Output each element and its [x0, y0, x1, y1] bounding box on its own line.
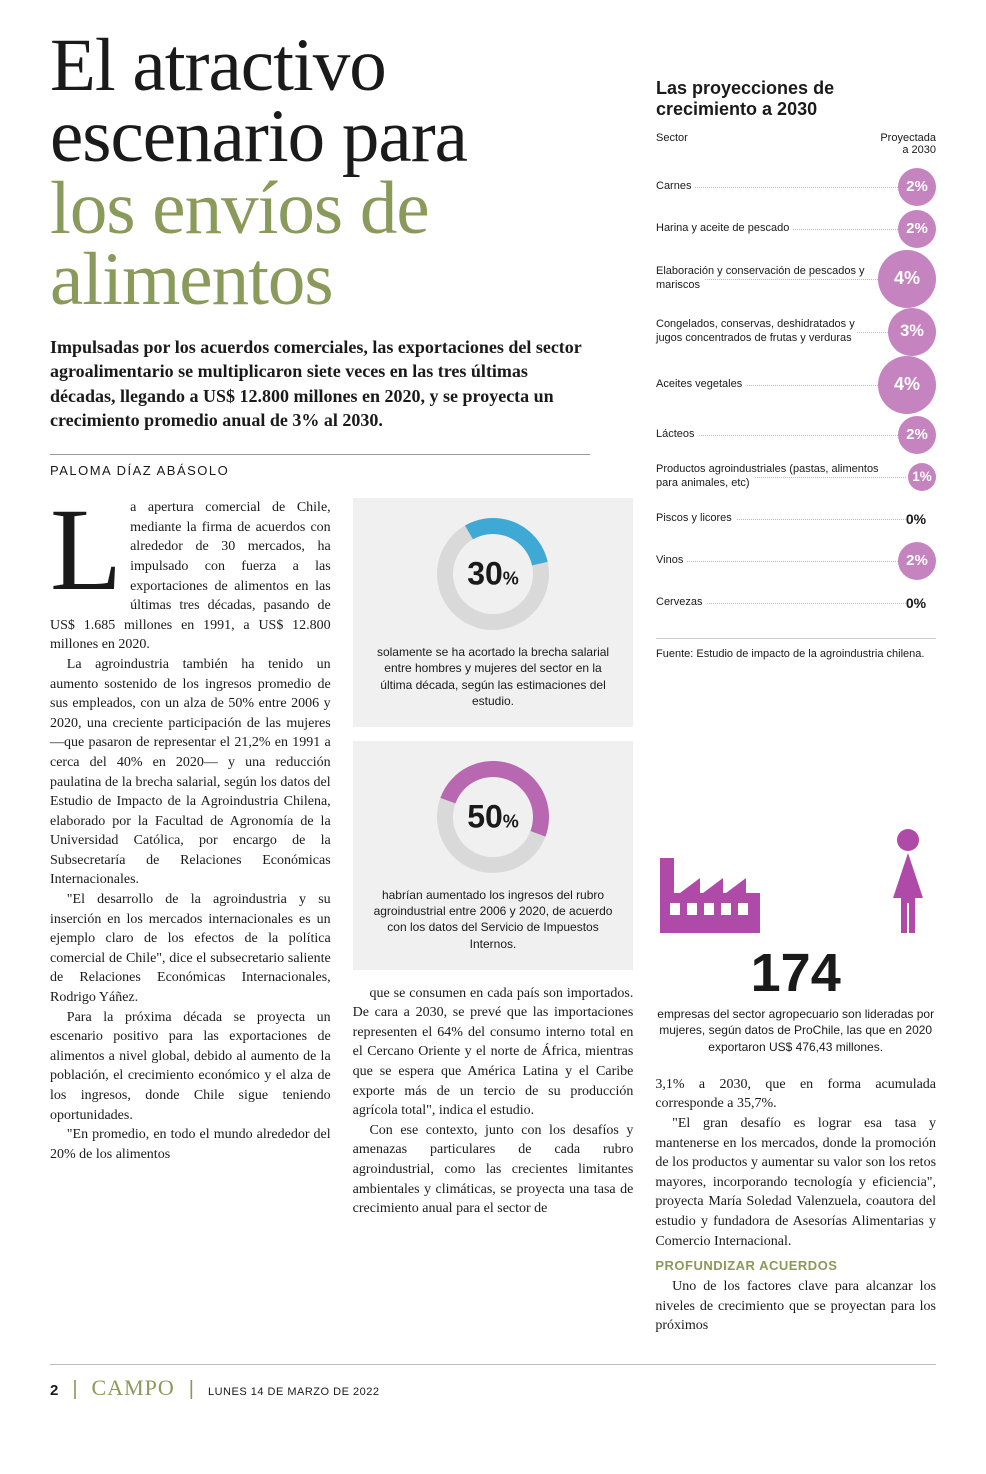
chart-row: Cervezas0% [656, 582, 936, 624]
chart-row-label: Cervezas [656, 596, 896, 609]
chart-bubble: 2% [898, 168, 936, 206]
chart-row: Carnes2% [656, 166, 936, 208]
chart-bubble: 4% [878, 250, 936, 308]
woman-icon [881, 828, 936, 938]
stat-174-caption: empresas del sector agropecuario son lid… [655, 1006, 936, 1055]
stat-caption: solamente se ha acortado la brecha salar… [371, 644, 616, 709]
body-paragraph: Para la próxima década se proyecta un es… [50, 1008, 331, 1126]
footer-brand: CAMPO [92, 1375, 175, 1401]
page-footer: 2 | CAMPO | LUNES 14 DE MARZO DE 2022 [50, 1364, 936, 1401]
chart-row-value: 0% [896, 511, 936, 527]
chart-row: Vinos2% [656, 540, 936, 582]
footer-date: LUNES 14 DE MARZO DE 2022 [208, 1386, 379, 1398]
body-paragraph: Con ese contexto, junto con los desafíos… [353, 1121, 634, 1219]
chart-bubble: 2% [898, 416, 936, 454]
body-paragraph: "El gran desafío es lograr esa tasa y ma… [655, 1114, 936, 1251]
chart-title: Las proyecciones de crecimiento a 2030 [656, 78, 936, 119]
growth-projections-chart: Las proyecciones de crecimiento a 2030 S… [656, 78, 936, 661]
factory-icon [655, 848, 765, 938]
chart-row: Lácteos2% [656, 414, 936, 456]
chart-col-right: Proyectada a 2030 [880, 132, 936, 156]
body-column-1: La apertura comercial de Chile, mediante… [50, 498, 331, 1336]
body-paragraph: que se consumen en cada país son importa… [353, 984, 634, 1121]
donut-value: 50% [467, 795, 519, 840]
body-paragraph: "El desarrollo de la agroindustria y su … [50, 890, 331, 1008]
donut-chart-50: 50% [433, 757, 553, 877]
stat-box-50: 50% habrían aumentado los ingresos del r… [353, 741, 634, 970]
stat-caption: habrían aumentado los ingresos del rubro… [371, 887, 616, 952]
chart-row-label: Productos agroindustriales (pastas, alim… [656, 463, 908, 489]
chart-row-label: Elaboración y conservación de pescados y… [656, 265, 878, 291]
chart-row: Piscos y licores0% [656, 498, 936, 540]
chart-row: Productos agroindustriales (pastas, alim… [656, 456, 936, 498]
donut-value: 30% [467, 552, 519, 597]
chart-rows: Carnes2%Harina y aceite de pescado2%Elab… [656, 166, 936, 624]
chart-row-label: Aceites vegetales [656, 378, 878, 391]
chart-row-label: Congelados, conservas, deshidratados y j… [656, 318, 888, 344]
body-column-2: 30% solamente se ha acortado la brecha s… [353, 498, 634, 1336]
chart-bubble: 4% [878, 356, 936, 414]
chart-col-left: Sector [656, 132, 688, 156]
divider [50, 454, 590, 455]
chart-row-label: Piscos y licores [656, 512, 896, 525]
body-paragraph: 3,1% a 2030, que en forma acumulada corr… [655, 1075, 936, 1114]
chart-bubble: 1% [908, 463, 936, 491]
body-paragraph: Uno de los factores clave para alcanzar … [655, 1277, 936, 1336]
page-number: 2 [50, 1382, 58, 1399]
chart-row: Congelados, conservas, deshidratados y j… [656, 308, 936, 356]
icons-row [655, 828, 936, 938]
chart-source: Fuente: Estudio de impacto de la agroind… [656, 638, 936, 661]
headline-line-4: alimentos [50, 238, 333, 321]
stat-174-number: 174 [655, 946, 936, 1000]
chart-row: Aceites vegetales4% [656, 356, 936, 414]
body-paragraph: "En promedio, en todo el mundo alrededor… [50, 1125, 331, 1164]
chart-bubble: 3% [888, 308, 936, 356]
chart-row-label: Vinos [656, 554, 898, 567]
dropcap: L [50, 498, 130, 596]
body-paragraph: La apertura comercial de Chile, mediante… [50, 498, 331, 655]
chart-row: Elaboración y conservación de pescados y… [656, 250, 936, 308]
donut-chart-30: 30% [433, 514, 553, 634]
chart-bubble: 2% [898, 542, 936, 580]
chart-row-label: Lácteos [656, 428, 898, 441]
chart-row-label: Carnes [656, 180, 898, 193]
chart-header: Sector Proyectada a 2030 [656, 132, 936, 156]
section-heading: PROFUNDIZAR ACUERDOS [655, 1257, 936, 1275]
chart-row-value: 0% [896, 595, 936, 611]
footer-separator: | [189, 1378, 194, 1401]
footer-separator: | [72, 1378, 77, 1401]
chart-row: Harina y aceite de pescado2% [656, 208, 936, 250]
stat-box-30: 30% solamente se ha acortado la brecha s… [353, 498, 634, 727]
chart-row-label: Harina y aceite de pescado [656, 222, 898, 235]
chart-bubble: 2% [898, 210, 936, 248]
article-subhead: Impulsadas por los acuerdos comerciales,… [50, 335, 590, 432]
infographic-174: 174 empresas del sector agropecuario son… [655, 828, 936, 1055]
body-paragraph: La agroindustria también ha tenido un au… [50, 655, 331, 890]
